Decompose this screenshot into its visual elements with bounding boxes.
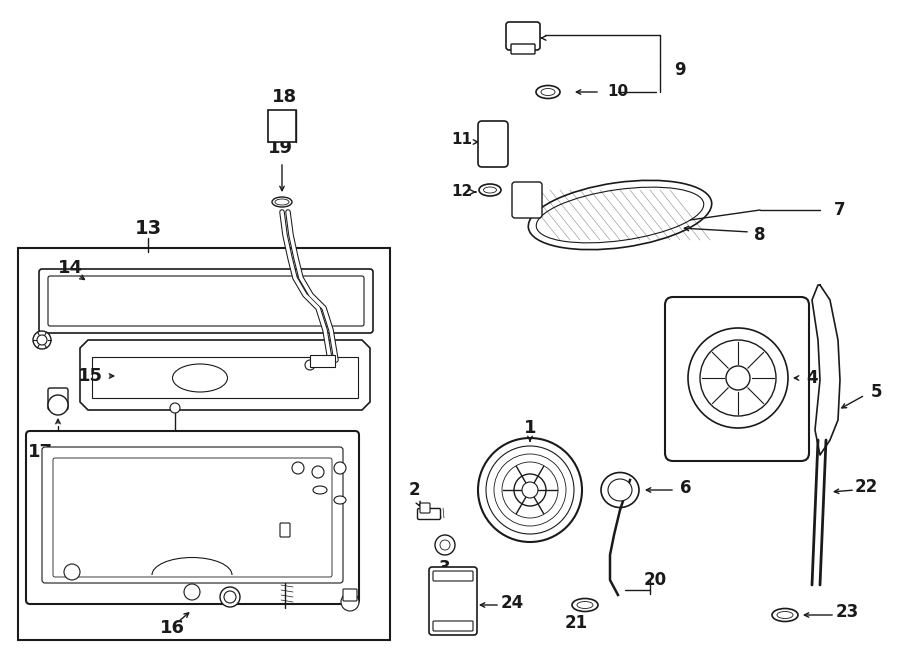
FancyBboxPatch shape: [39, 269, 373, 333]
Text: 9: 9: [674, 61, 686, 79]
Circle shape: [33, 331, 51, 349]
Text: 1: 1: [524, 419, 536, 437]
Text: 2: 2: [409, 481, 419, 499]
Bar: [268, 110, 296, 142]
Circle shape: [312, 466, 324, 478]
Text: 3: 3: [439, 559, 451, 577]
Text: 22: 22: [854, 478, 877, 496]
Circle shape: [350, 281, 360, 291]
Text: 11: 11: [452, 132, 472, 147]
FancyBboxPatch shape: [42, 447, 343, 583]
FancyBboxPatch shape: [433, 571, 473, 581]
Text: 6: 6: [680, 479, 692, 497]
Text: 14: 14: [58, 259, 83, 277]
Circle shape: [48, 395, 68, 415]
Circle shape: [184, 584, 200, 600]
Text: 4: 4: [806, 369, 818, 387]
Ellipse shape: [772, 609, 798, 621]
Circle shape: [726, 366, 750, 390]
Ellipse shape: [541, 89, 555, 95]
Text: 19: 19: [267, 139, 293, 157]
Text: 24: 24: [500, 594, 524, 612]
FancyBboxPatch shape: [280, 523, 290, 537]
Circle shape: [522, 482, 538, 498]
FancyBboxPatch shape: [478, 121, 508, 167]
Polygon shape: [92, 357, 358, 398]
FancyBboxPatch shape: [343, 589, 357, 601]
Ellipse shape: [572, 598, 598, 611]
FancyBboxPatch shape: [48, 276, 364, 326]
Text: 17: 17: [28, 443, 52, 461]
Text: 18: 18: [273, 88, 298, 106]
Ellipse shape: [528, 180, 712, 250]
Ellipse shape: [777, 611, 793, 619]
Ellipse shape: [435, 535, 455, 555]
Text: 16: 16: [159, 619, 184, 637]
Text: 21: 21: [564, 614, 588, 632]
Circle shape: [350, 311, 360, 321]
Bar: [18, 248, 390, 640]
Ellipse shape: [483, 187, 497, 193]
Text: 15: 15: [77, 367, 103, 385]
Ellipse shape: [275, 199, 289, 205]
Circle shape: [700, 340, 776, 416]
Circle shape: [486, 446, 574, 534]
Ellipse shape: [440, 540, 450, 550]
Text: 23: 23: [835, 603, 859, 621]
Ellipse shape: [313, 486, 327, 494]
FancyBboxPatch shape: [420, 503, 430, 513]
Circle shape: [305, 360, 315, 370]
Ellipse shape: [601, 473, 639, 508]
Ellipse shape: [479, 184, 501, 196]
Circle shape: [334, 462, 346, 474]
FancyBboxPatch shape: [48, 388, 68, 410]
Text: 10: 10: [608, 85, 628, 100]
Ellipse shape: [577, 602, 593, 609]
Circle shape: [170, 403, 180, 413]
Circle shape: [53, 285, 63, 295]
Text: 7: 7: [834, 201, 846, 219]
Circle shape: [341, 593, 359, 611]
FancyBboxPatch shape: [433, 621, 473, 631]
Circle shape: [502, 462, 558, 518]
Text: 12: 12: [452, 184, 472, 200]
FancyBboxPatch shape: [429, 567, 477, 635]
Ellipse shape: [608, 479, 632, 501]
Circle shape: [514, 474, 546, 506]
Circle shape: [224, 591, 236, 603]
FancyBboxPatch shape: [665, 297, 809, 461]
Circle shape: [220, 587, 240, 607]
Circle shape: [688, 328, 788, 428]
Ellipse shape: [272, 197, 292, 207]
FancyBboxPatch shape: [418, 508, 440, 520]
Text: 13: 13: [134, 219, 162, 237]
Circle shape: [292, 462, 304, 474]
Circle shape: [37, 335, 47, 345]
Ellipse shape: [173, 364, 228, 392]
Ellipse shape: [334, 496, 346, 504]
Ellipse shape: [536, 85, 560, 98]
FancyBboxPatch shape: [53, 458, 332, 577]
Circle shape: [494, 454, 566, 526]
Polygon shape: [80, 340, 370, 410]
Text: 20: 20: [644, 571, 667, 589]
FancyBboxPatch shape: [512, 182, 542, 218]
Ellipse shape: [536, 187, 704, 243]
Circle shape: [64, 564, 80, 580]
Text: 8: 8: [754, 226, 766, 244]
Bar: [310, 355, 335, 367]
FancyBboxPatch shape: [506, 22, 540, 50]
Circle shape: [53, 307, 63, 317]
Text: 5: 5: [871, 383, 883, 401]
FancyBboxPatch shape: [26, 431, 359, 604]
FancyBboxPatch shape: [511, 44, 535, 54]
Circle shape: [478, 438, 582, 542]
